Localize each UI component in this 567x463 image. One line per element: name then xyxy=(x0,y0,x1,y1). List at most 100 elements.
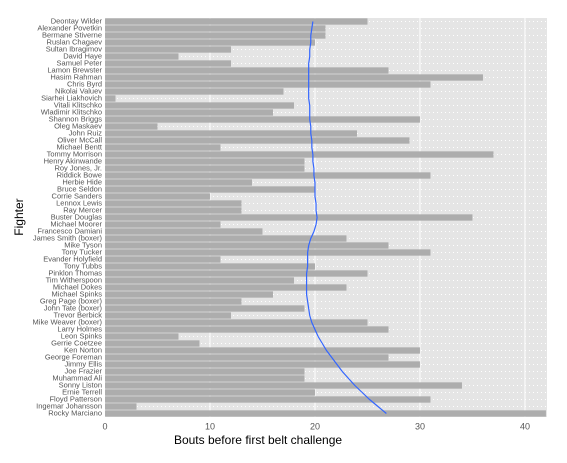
y-tick-label: Ray Mercer xyxy=(63,205,102,214)
y-tick-label: David Haye xyxy=(63,51,102,60)
y-tick-label: John Tate (boxer) xyxy=(44,303,103,312)
y-tick-label: Rocky Marciano xyxy=(48,408,102,417)
bar xyxy=(105,375,305,382)
x-tick-label: 40 xyxy=(520,421,530,431)
y-tick-label: Oliver McCall xyxy=(57,135,102,144)
bar xyxy=(105,137,410,144)
y-tick-label: Ingemar Johansson xyxy=(36,401,102,410)
y-tick-label: Siarhei Liakhovich xyxy=(41,93,102,102)
y-tick-label: Trevor Berbick xyxy=(54,310,103,319)
y-tick-label: Michael Moorer xyxy=(50,219,102,228)
bar xyxy=(105,151,494,158)
bar xyxy=(105,67,389,74)
y-tick-label: Lamon Brewster xyxy=(47,65,102,74)
bar xyxy=(105,340,200,347)
bar xyxy=(105,116,420,123)
y-tick-label: Tim Witherspoon xyxy=(46,275,102,284)
bar xyxy=(105,403,137,410)
y-tick-label: Evander Holyfield xyxy=(43,254,102,263)
bar xyxy=(105,25,326,32)
y-tick-label: Muhammad Ali xyxy=(52,373,102,382)
y-tick-label: Lennox Lewis xyxy=(56,198,102,207)
bar xyxy=(105,242,389,249)
bar xyxy=(105,123,158,130)
y-tick-label: Hasim Rahman xyxy=(50,72,102,81)
y-tick-label: Alexander Povetkin xyxy=(37,23,102,32)
y-tick-label: Gerrie Coetzee xyxy=(51,338,102,347)
bar xyxy=(105,102,294,109)
bar xyxy=(105,368,305,375)
y-tick-label: Francesco Damiani xyxy=(37,226,102,235)
bar xyxy=(105,179,252,186)
bar xyxy=(105,270,368,277)
y-tick-label: Tony Tubbs xyxy=(64,261,103,270)
bar xyxy=(105,305,305,312)
bar xyxy=(105,389,315,396)
y-tick-label: Shannon Briggs xyxy=(49,114,103,123)
y-tick-label: Bermane Stiverne xyxy=(42,30,102,39)
bar xyxy=(105,326,389,333)
bar xyxy=(105,53,179,60)
bar xyxy=(105,186,315,193)
y-tick-label: Wladimir Klitschko xyxy=(41,107,102,116)
y-tick-label: John Ruiz xyxy=(69,128,103,137)
bar xyxy=(105,193,210,200)
bar xyxy=(105,95,116,102)
y-tick-label: Tony Tucker xyxy=(62,247,103,256)
bar xyxy=(105,32,326,39)
bar xyxy=(105,291,273,298)
bar xyxy=(105,263,315,270)
bar xyxy=(105,319,368,326)
smooth-line xyxy=(305,21,387,414)
y-tick-label: Michael Spinks xyxy=(52,289,103,298)
bar xyxy=(105,333,179,340)
y-tick-label: Tommy Morrison xyxy=(47,149,102,158)
bar xyxy=(105,172,431,179)
x-tick-label: 30 xyxy=(415,421,425,431)
y-tick-label: Larry Holmes xyxy=(57,324,102,333)
x-axis-title: Bouts before first belt challenge xyxy=(174,433,342,447)
bar xyxy=(105,312,231,319)
y-tick-label: Herbie Hide xyxy=(62,177,102,186)
y-tick-label: Buster Douglas xyxy=(51,212,103,221)
bar xyxy=(105,277,294,284)
y-tick-label: Greg Page (boxer) xyxy=(40,296,103,305)
y-tick-label: George Foreman xyxy=(45,352,102,361)
y-tick-label: Mike Tyson xyxy=(64,240,102,249)
bar xyxy=(105,347,420,354)
y-tick-label: Ken Norton xyxy=(64,345,102,354)
y-tick-label: Riddick Bowe xyxy=(57,170,102,179)
y-tick-label: Ruslan Chagaev xyxy=(47,37,103,46)
bar xyxy=(105,235,347,242)
bar xyxy=(105,284,347,291)
bar xyxy=(105,256,221,263)
y-tick-label: Corrie Sanders xyxy=(52,191,103,200)
bar xyxy=(105,81,431,88)
x-tick-label: 20 xyxy=(310,421,320,431)
y-tick-label: Michael Dokes xyxy=(53,282,102,291)
bar xyxy=(105,18,368,25)
bar xyxy=(105,214,473,221)
y-tick-label: Bruce Seldon xyxy=(57,184,102,193)
y-tick-label: Oleg Maskaev xyxy=(54,121,102,130)
bar xyxy=(105,74,483,81)
y-tick-label: Leon Spinks xyxy=(61,331,103,340)
y-tick-label: Nikolai Valuev xyxy=(55,86,102,95)
y-tick-label: Sultan Ibragimov xyxy=(46,44,103,53)
bar xyxy=(105,60,231,67)
y-tick-label: Vitali Klitschko xyxy=(54,100,102,109)
bar xyxy=(105,200,242,207)
y-tick-label: Jimmy Ellis xyxy=(65,359,103,368)
bar xyxy=(105,207,242,214)
y-tick-label: Roy Jones, Jr. xyxy=(54,163,102,172)
bar xyxy=(105,354,389,361)
y-tick-label: Mike Weaver (boxer) xyxy=(33,317,103,326)
y-tick-label: Joe Frazier xyxy=(64,366,102,375)
bar xyxy=(105,228,263,235)
bar xyxy=(105,39,315,46)
y-tick-label: Deontay Wilder xyxy=(51,16,103,25)
y-tick-label: Floyd Patterson xyxy=(49,394,102,403)
y-tick-label: Pinklon Thomas xyxy=(48,268,102,277)
bar xyxy=(105,88,284,95)
